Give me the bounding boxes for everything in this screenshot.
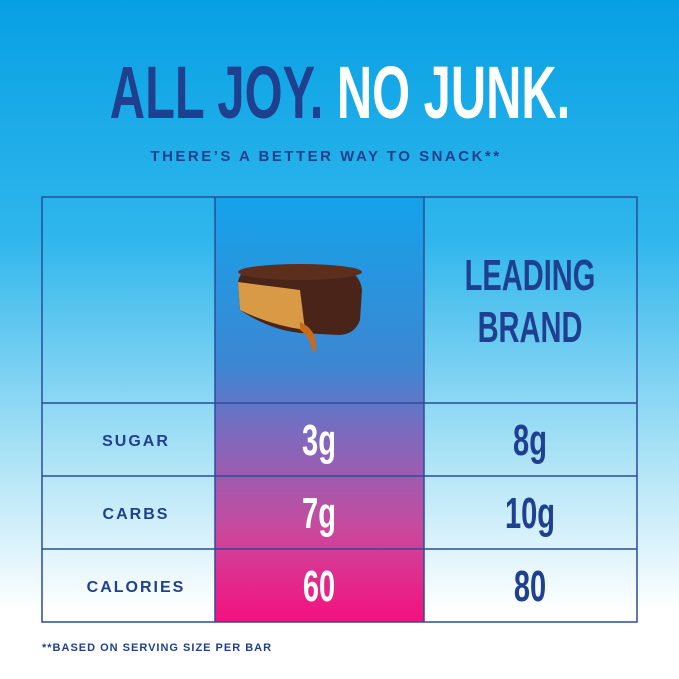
cell: 60	[303, 561, 335, 611]
cell: 80	[514, 561, 546, 611]
headline-part: NO JUNK.	[337, 52, 570, 135]
header-word: BRAND	[478, 302, 583, 352]
headline: ALL JOY. NO JUNK.	[110, 52, 570, 135]
highlight-column	[215, 197, 424, 622]
product-image	[238, 264, 362, 353]
row-label: CALORIES	[87, 579, 186, 596]
cell: 3g	[302, 415, 336, 465]
table-border	[41, 196, 638, 623]
our-value: 3g	[302, 415, 336, 465]
our-value: 60	[303, 561, 335, 611]
cell: 8g	[513, 415, 547, 465]
competitor-value: 8g	[513, 415, 547, 465]
header-word: LEADING	[465, 250, 596, 300]
competitor-value: 80	[514, 561, 546, 611]
column-header: LEADING BRAND	[465, 250, 596, 352]
row-label: CARBS	[103, 506, 170, 523]
competitor-value: 10g	[505, 488, 555, 538]
row-label: SUGAR	[102, 433, 170, 450]
cell: 10g	[505, 488, 555, 538]
headline-part: ALL JOY.	[110, 52, 323, 135]
cell: 7g	[302, 488, 336, 538]
subtitle: THERE’S A BETTER WAY TO SNACK**	[150, 148, 501, 165]
our-value: 7g	[302, 488, 336, 538]
footnote: **BASED ON SERVING SIZE PER BAR	[42, 642, 272, 654]
